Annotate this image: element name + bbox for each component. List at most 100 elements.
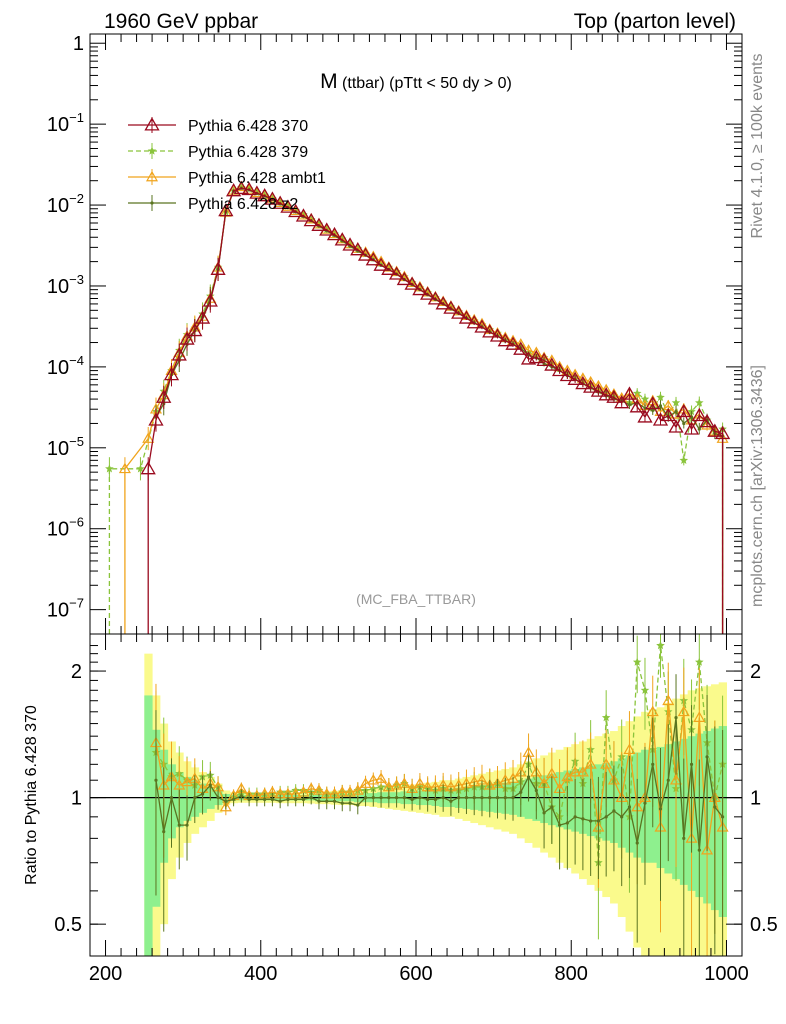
main-y-tick-label: 10−3: [47, 272, 84, 298]
main-data-point: [598, 387, 614, 401]
legend-marker: [145, 170, 159, 182]
main-y-tick-exponent: −6: [69, 515, 84, 530]
main-y-tick-exponent: −3: [69, 272, 84, 287]
ratio-data-point: [180, 775, 194, 787]
ratio-data-point: [480, 796, 484, 800]
ratio-data-point: [495, 796, 500, 800]
main-data-point: [334, 232, 350, 246]
ratio-data-point: [557, 823, 562, 827]
legend-label: Pythia 6.428 370: [188, 118, 308, 135]
main-data-point: [505, 336, 521, 350]
main-data-point: [652, 412, 669, 426]
x-tick-label: 200: [89, 963, 122, 985]
ratio-data-point: [658, 807, 663, 811]
ratio-data-point: [669, 773, 683, 785]
main-data-point: [163, 366, 180, 381]
legend-entry: Pythia 6.428 370: [128, 117, 308, 135]
main-data-point: [466, 315, 482, 329]
main-data-point: [404, 276, 420, 290]
main-data-point: [365, 252, 381, 266]
ratio-data-point: [576, 765, 589, 777]
ratio-data-point: [371, 796, 375, 800]
main-data-point: [536, 352, 552, 367]
main-data-point: [381, 261, 397, 275]
ratio-y-tick-label-right: 0.5: [750, 914, 778, 936]
ratio-axis-label: Ratio to Pythia 6.428 370: [23, 705, 40, 885]
main-y-tick-exponent: −2: [69, 191, 84, 206]
main-y-tick-base: 10: [47, 195, 69, 217]
main-data-point: [559, 367, 575, 382]
main-data-point: [210, 261, 226, 275]
analysis-tag: (MC_FBA_TTBAR): [356, 591, 476, 607]
main-y-tick-label: 10−2: [47, 191, 84, 217]
main-y-tick-base: 10: [47, 276, 69, 298]
main-y-tick-base: 10: [47, 519, 69, 541]
ratio-data-point: [216, 796, 220, 800]
x-tick-label: 400: [244, 963, 277, 985]
ratio-data-point: [351, 784, 364, 795]
main-data-point: [707, 423, 723, 437]
ratio-y-tick-label: 0.5: [54, 914, 82, 936]
ratio-data-point: [208, 783, 212, 787]
main-data-point: [682, 421, 686, 426]
main-y-tick-label: 10−5: [47, 434, 84, 460]
main-data-point: [575, 375, 591, 390]
ratio-data-point: [219, 800, 232, 812]
ratio-data-point: [387, 796, 391, 800]
ratio-data-point: [286, 797, 290, 802]
main-data-point: [373, 257, 389, 271]
main-y-tick-base: 10: [47, 114, 69, 136]
ratio-data-point: [601, 713, 611, 722]
main-data-point: [458, 310, 475, 324]
ratio-data-point: [573, 815, 577, 819]
legend-entry: Pythia 6.428 ambt1: [128, 169, 326, 187]
main-data-point: [202, 293, 218, 307]
ratio-data-point: [697, 848, 701, 852]
ratio-data-point: [402, 796, 406, 800]
main-data-point: [249, 185, 265, 199]
main-data-point: [280, 199, 296, 213]
main-data-point: [388, 266, 405, 280]
main-data-point: [513, 341, 529, 355]
ratio-data-point: [720, 815, 725, 819]
rivet-version-label: Rivet 4.1.0, ≥ 100k events: [749, 54, 766, 239]
ratio-y-tick-label-right: 1: [750, 788, 761, 810]
ratio-data-point: [185, 823, 189, 827]
main-data-point: [295, 208, 312, 222]
main-data-point: [671, 398, 681, 407]
main-y-tick-base: 10: [47, 600, 69, 622]
main-data-point: [629, 399, 645, 413]
main-data-point: [627, 403, 632, 407]
ratio-panel: 0.5 0.5 1 1 2 2 200 400 600 800 1000: [54, 633, 778, 985]
ratio-data-point: [646, 705, 659, 717]
ratio-data-point: [309, 796, 313, 800]
ratio-data-point: [584, 758, 597, 769]
main-data-point: [451, 305, 467, 319]
ratio-data-point: [604, 815, 608, 819]
ratio-data-point: [656, 641, 665, 650]
ratio-data-point: [200, 792, 205, 796]
header-process-label: Top (parton level): [574, 10, 736, 33]
ratio-data-point: [526, 775, 531, 779]
main-y-tick-label: 10−7: [47, 596, 84, 622]
main-data-point: [233, 180, 249, 195]
main-data-point: [218, 202, 234, 217]
main-data-point: [474, 319, 490, 333]
ratio-data-point: [534, 788, 538, 793]
main-data-point: [435, 296, 451, 310]
main-series-0: [140, 180, 731, 634]
main-data-point: [668, 419, 684, 433]
main-y-tick-label: 10−6: [47, 515, 84, 541]
ratio-data-point: [689, 762, 694, 766]
ratio-data-point: [643, 801, 647, 805]
legend-entry: Pythia 6.428 z2: [128, 195, 298, 213]
ratio-data-point: [270, 797, 275, 802]
ratio-y-tick-label: 1: [71, 788, 82, 810]
ratio-data-point: [255, 797, 259, 802]
main-data-point: [614, 394, 630, 409]
ratio-data-point: [596, 819, 601, 823]
ratio-series-2: [154, 674, 725, 956]
ratio-data-point: [231, 797, 236, 802]
ratio-data-point: [705, 755, 709, 759]
ratio-data-point: [340, 801, 344, 805]
